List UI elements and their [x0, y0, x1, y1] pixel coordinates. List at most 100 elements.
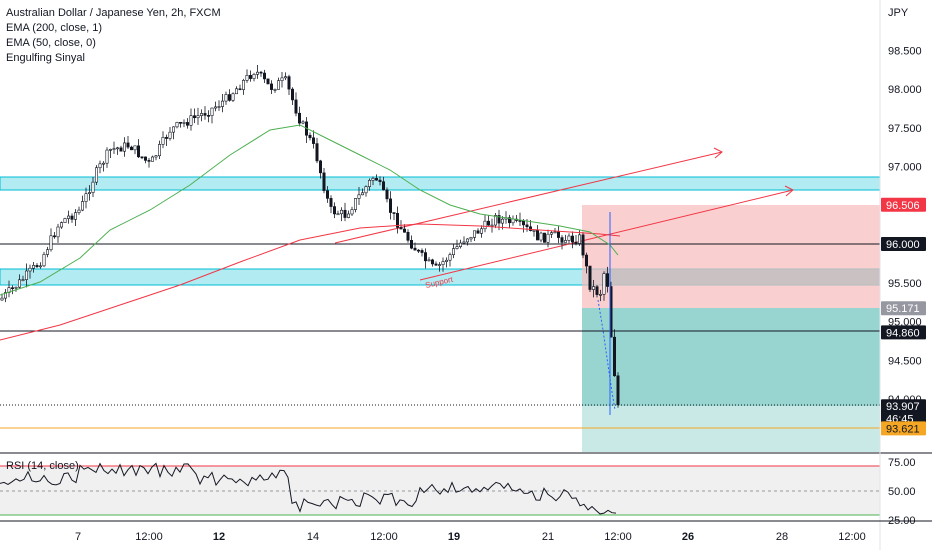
- legend-indicator[interactable]: Engulfing Sinyal: [6, 52, 85, 64]
- candle: [21, 275, 25, 282]
- candle: [332, 202, 336, 219]
- price-tag: 93.907: [881, 399, 926, 414]
- rsi-pane: [0, 462, 880, 516]
- candle: [493, 213, 497, 229]
- time-tick-label: 28: [776, 531, 788, 543]
- candle: [574, 234, 578, 246]
- candle: [591, 280, 595, 298]
- candle: [242, 78, 246, 95]
- candle: [70, 213, 74, 223]
- candle: [88, 185, 92, 201]
- candle: [137, 139, 141, 158]
- candle: [238, 84, 242, 91]
- candle: [63, 217, 67, 224]
- candle: [161, 131, 165, 149]
- legend-ema50[interactable]: EMA (50, close, 0): [6, 37, 96, 49]
- candle: [182, 119, 186, 128]
- candle: [266, 78, 270, 85]
- candle: [458, 239, 462, 249]
- rsi-tick-label: 50.00: [888, 486, 916, 498]
- candle: [144, 156, 148, 164]
- candle: [402, 224, 406, 233]
- candle: [273, 88, 277, 93]
- candle: [325, 186, 329, 203]
- candle: [381, 176, 385, 191]
- legend-ema200[interactable]: EMA (200, close, 1): [6, 22, 102, 34]
- candle: [287, 74, 291, 95]
- candle: [392, 212, 396, 221]
- candle: [4, 288, 8, 303]
- candle: [81, 195, 85, 212]
- candle: [399, 220, 403, 230]
- candle: [224, 91, 228, 105]
- candle: [130, 145, 134, 151]
- candle: [490, 218, 494, 233]
- candle: [388, 191, 392, 220]
- trend-line-lower-arrow: [784, 185, 794, 197]
- candle: [109, 148, 113, 158]
- candle: [91, 177, 95, 197]
- candle: [77, 206, 81, 215]
- candle: [556, 226, 560, 244]
- candle: [448, 252, 452, 267]
- candle: [283, 72, 287, 81]
- candle: [563, 234, 567, 243]
- candle: [406, 229, 410, 243]
- candle: [231, 92, 235, 103]
- price-tag-label: 95.171: [886, 303, 920, 315]
- price-tag: 95.171: [881, 301, 926, 316]
- candle: [140, 156, 144, 160]
- candle: [357, 186, 361, 205]
- legend: Australian Dollar / Japanese Yen, 2h, FX…: [6, 6, 221, 66]
- candle: [235, 86, 239, 95]
- price-tag-label: 96.506: [886, 200, 920, 212]
- candle: [360, 188, 364, 196]
- candle: [395, 206, 399, 234]
- legend-symbol[interactable]: Australian Dollar / Japanese Yen, 2h, FX…: [6, 7, 221, 19]
- horizontal-levels: [0, 243, 880, 429]
- candle: [116, 146, 120, 155]
- candle: [154, 155, 158, 161]
- price-tag-label: 93.907: [886, 401, 920, 413]
- candle: [228, 89, 232, 102]
- candle: [294, 92, 298, 117]
- candle: [465, 238, 469, 246]
- position-tool[interactable]: [582, 205, 880, 452]
- time-tick-label: 12:00: [838, 531, 866, 543]
- candle: [346, 210, 350, 219]
- candle: [469, 236, 473, 243]
- support-zone-upper: [0, 176, 881, 191]
- price-tag: 93.621: [881, 421, 926, 436]
- candle: [423, 248, 427, 269]
- candle: [259, 70, 263, 77]
- candle: [367, 178, 371, 191]
- entry-gray: [605, 269, 880, 285]
- candle: [539, 231, 543, 243]
- stop-zone: [582, 205, 880, 308]
- candle: [210, 107, 214, 124]
- candle: [532, 230, 536, 237]
- candle: [280, 72, 284, 88]
- candle: [249, 70, 253, 82]
- candle: [588, 265, 592, 293]
- candle: [612, 329, 616, 377]
- candle: [546, 229, 550, 248]
- candle: [119, 145, 123, 152]
- candle: [168, 127, 172, 141]
- candle: [497, 209, 501, 231]
- candle: [165, 134, 169, 146]
- candle: [252, 72, 256, 82]
- price-tick-label: 94.500: [888, 355, 922, 367]
- candle: [207, 110, 211, 123]
- candle: [462, 236, 466, 245]
- candle: [455, 239, 459, 250]
- candle: [38, 262, 42, 269]
- rsi-line: [0, 462, 617, 515]
- rsi-legend[interactable]: RSI (14, close): [6, 460, 79, 472]
- time-tick-label: 12: [213, 531, 225, 543]
- candle: [560, 235, 564, 250]
- target-zone-light: [582, 406, 880, 452]
- candle: [427, 257, 431, 262]
- candle: [409, 235, 413, 250]
